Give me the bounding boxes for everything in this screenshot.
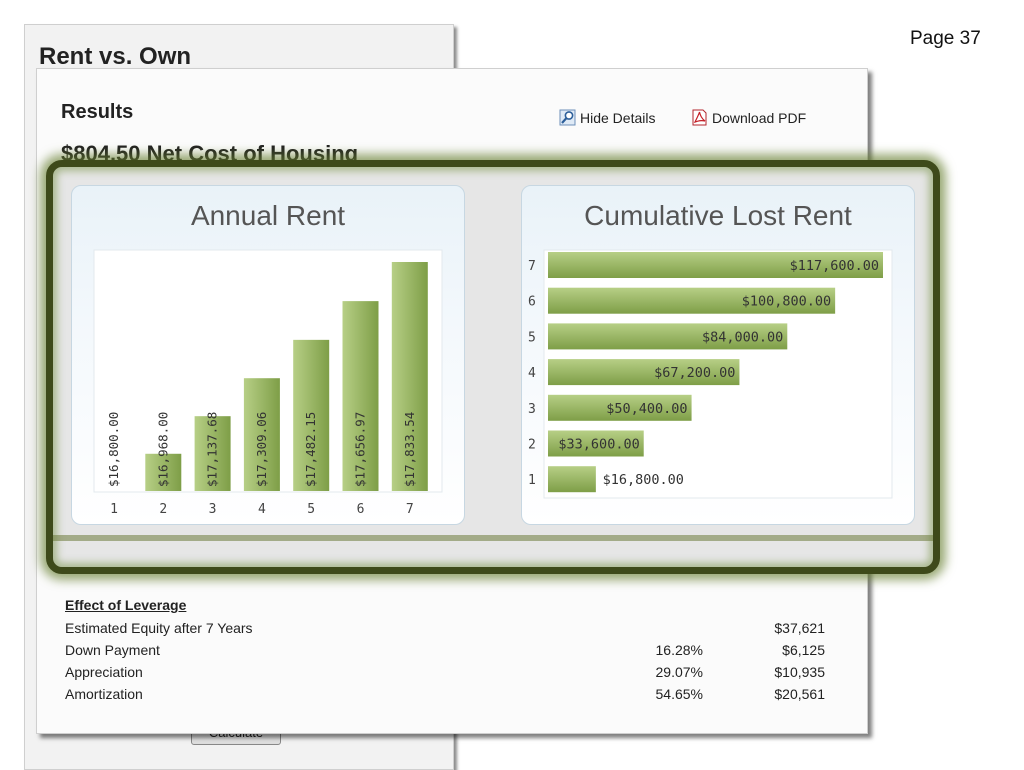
leverage-title: Effect of Leverage <box>65 597 187 613</box>
cumulative-lost-rent-svg: 7 $117,600.00 6 $100,800.00 5 $84,000.00 4 $67,… <box>528 249 893 499</box>
pdf-icon <box>692 109 707 126</box>
bar <box>548 394 692 421</box>
tick-label: 1 <box>110 502 118 517</box>
tick-label: 4 <box>528 366 536 381</box>
row-value: $20,561 <box>774 686 825 702</box>
bar <box>548 323 788 350</box>
annual-rent-chart: Annual Rent $16,800.00 1 $16,968.00 2 $17,13… <box>71 185 465 525</box>
data-label: $17,482.15 <box>303 412 318 487</box>
row-label: Down Payment <box>65 642 160 658</box>
page-number: Page 37 <box>910 28 981 49</box>
cumulative-lost-rent-chart: Cumulative Lost Rent 7 $117,600.00 6 $100,8… <box>521 185 915 525</box>
magnifier-icon <box>559 109 576 126</box>
row-percent: 29.07% <box>655 664 703 680</box>
data-label: $84,000.00 <box>702 329 783 345</box>
bar <box>548 466 596 493</box>
tick-label: 5 <box>307 502 315 517</box>
tick-label: 2 <box>528 438 536 453</box>
tick-label: 4 <box>258 502 266 517</box>
tick-label: 6 <box>357 502 365 517</box>
bar <box>293 339 330 491</box>
download-pdf-link[interactable]: Download PDF <box>691 109 806 126</box>
bar <box>342 301 379 491</box>
row-label: Estimated Equity after 7 Years <box>65 620 253 636</box>
row-percent: 16.28% <box>655 642 703 658</box>
tick-label: 7 <box>406 502 414 517</box>
table-row: Amortization 54.65% $20,561 <box>65 683 855 705</box>
panel-title: Rent vs. Own <box>39 43 192 70</box>
tick-label: 3 <box>209 502 217 517</box>
results-title: Results <box>61 101 134 123</box>
data-label: $33,600.00 <box>558 437 639 453</box>
bar <box>194 416 231 491</box>
bar <box>548 287 836 314</box>
table-row: Appreciation 29.07% $10,935 <box>65 661 855 683</box>
data-label: $17,833.54 <box>402 412 417 487</box>
charts-highlight-frame: Annual Rent $16,800.00 1 $16,968.00 2 $17,13… <box>46 160 940 574</box>
data-label: $16,968.00 <box>155 412 170 487</box>
bar <box>548 430 644 457</box>
data-label: $100,800.00 <box>742 294 831 310</box>
divider <box>53 535 933 541</box>
data-label: $16,800.00 <box>106 412 121 487</box>
bar <box>548 359 740 386</box>
row-value: $37,621 <box>774 620 825 636</box>
bar <box>548 252 883 278</box>
tick-label: 1 <box>528 473 536 488</box>
table-row: Down Payment 16.28% $6,125 <box>65 639 855 661</box>
data-label: $17,137.68 <box>205 412 220 487</box>
data-label: $117,600.00 <box>790 258 879 274</box>
data-label: $17,656.97 <box>353 412 368 487</box>
effect-of-leverage-table: Effect of Leverage Estimated Equity afte… <box>65 597 855 705</box>
data-label: $17,309.06 <box>254 412 269 487</box>
tick-label: 3 <box>528 402 536 417</box>
hide-details-link[interactable]: Hide Details <box>559 109 655 126</box>
bar <box>145 453 182 491</box>
table-row: Estimated Equity after 7 Years $37,621 <box>65 617 855 639</box>
tick-label: 7 <box>528 259 536 274</box>
bar <box>243 378 280 491</box>
row-value: $10,935 <box>774 664 825 680</box>
data-label: $16,800.00 <box>603 472 684 488</box>
chart-title: Annual Rent <box>190 200 346 231</box>
row-value: $6,125 <box>782 642 825 658</box>
row-label: Amortization <box>65 686 143 702</box>
tick-label: 5 <box>528 330 536 345</box>
data-label: $50,400.00 <box>606 401 687 417</box>
tick-label: 6 <box>528 295 536 310</box>
chart-title: Cumulative Lost Rent <box>584 200 852 231</box>
hide-details-label: Hide Details <box>580 109 656 126</box>
bar <box>391 262 428 491</box>
row-label: Appreciation <box>65 664 143 680</box>
data-label: $67,200.00 <box>654 365 735 381</box>
annual-rent-svg: $16,800.00 1 $16,968.00 2 $17,137.68 3 $17,309… <box>93 249 443 517</box>
tick-label: 2 <box>159 502 167 517</box>
row-percent: 54.65% <box>655 686 703 702</box>
download-pdf-label: Download PDF <box>712 109 807 126</box>
